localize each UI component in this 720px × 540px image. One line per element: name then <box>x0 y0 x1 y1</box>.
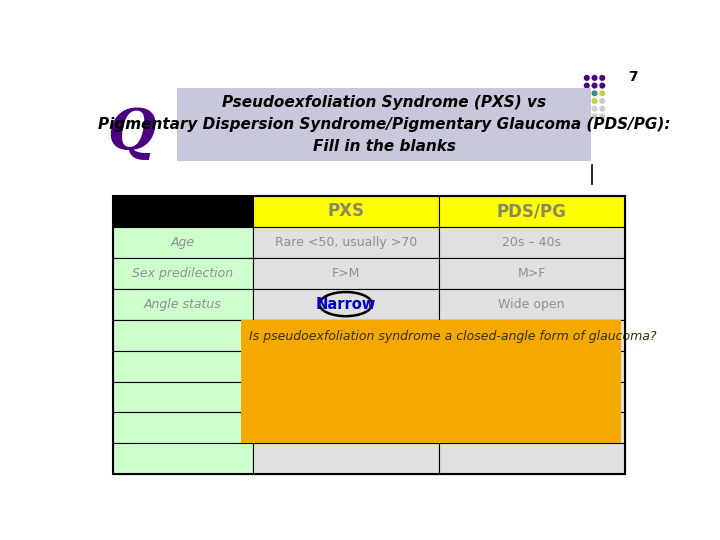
Text: Wide open: Wide open <box>498 298 565 310</box>
Circle shape <box>585 91 589 96</box>
Circle shape <box>600 91 605 96</box>
Bar <box>113 443 253 475</box>
Circle shape <box>585 83 589 88</box>
Text: 20s – 40s: 20s – 40s <box>503 235 562 248</box>
Bar <box>253 258 438 288</box>
Circle shape <box>600 114 605 119</box>
Bar <box>438 413 625 443</box>
Circle shape <box>585 76 589 80</box>
Bar <box>438 443 625 475</box>
Bar <box>253 195 438 227</box>
Bar <box>253 227 438 258</box>
Circle shape <box>593 76 597 80</box>
Circle shape <box>593 106 597 111</box>
Bar <box>253 413 438 443</box>
Bar <box>113 413 253 443</box>
Bar <box>438 227 625 258</box>
Bar <box>438 288 625 320</box>
Text: Pseudoexfoliation Syndrome (PXS) vs: Pseudoexfoliation Syndrome (PXS) vs <box>222 96 546 110</box>
Bar <box>113 195 253 227</box>
Bar <box>177 88 591 161</box>
Text: Angle status: Angle status <box>144 298 222 310</box>
Bar <box>113 258 253 288</box>
Bar <box>253 288 438 320</box>
Text: PDS/PG: PDS/PG <box>497 202 567 220</box>
Circle shape <box>585 99 589 103</box>
Bar <box>438 258 625 288</box>
Circle shape <box>600 83 605 88</box>
Bar <box>253 443 438 475</box>
Text: Narrow: Narrow <box>315 296 376 312</box>
Text: Is pseudoexfoliation syndrome a closed-angle form of glaucoma?: Is pseudoexfoliation syndrome a closed-a… <box>249 330 657 343</box>
Text: Q: Q <box>107 106 156 160</box>
Circle shape <box>600 99 605 103</box>
Text: Fill in the blanks: Fill in the blanks <box>312 139 456 153</box>
Bar <box>113 227 253 258</box>
Circle shape <box>585 114 589 119</box>
Text: Pigmentary Dispersion Syndrome/Pigmentary Glaucoma (PDS/PG):: Pigmentary Dispersion Syndrome/Pigmentar… <box>98 117 670 132</box>
Bar <box>253 320 438 350</box>
Text: Age: Age <box>171 235 195 248</box>
Circle shape <box>585 106 589 111</box>
Bar <box>113 195 625 475</box>
Bar <box>241 320 621 443</box>
Circle shape <box>600 76 605 80</box>
Bar <box>438 195 625 227</box>
Bar <box>113 320 253 350</box>
Circle shape <box>593 91 597 96</box>
Bar <box>253 350 438 382</box>
Text: 7: 7 <box>629 70 638 84</box>
Circle shape <box>600 106 605 111</box>
Circle shape <box>593 83 597 88</box>
Bar <box>438 350 625 382</box>
Circle shape <box>593 99 597 103</box>
Text: M>F: M>F <box>518 267 546 280</box>
Text: F>M: F>M <box>332 267 360 280</box>
Bar <box>113 350 253 382</box>
Bar <box>438 382 625 413</box>
Circle shape <box>593 114 597 119</box>
Text: Rare <50, usually >70: Rare <50, usually >70 <box>274 235 417 248</box>
Text: Sex predilection: Sex predilection <box>132 267 233 280</box>
Bar <box>113 288 253 320</box>
Bar <box>438 320 625 350</box>
Bar <box>253 382 438 413</box>
Text: PXS: PXS <box>328 202 364 220</box>
Bar <box>113 382 253 413</box>
